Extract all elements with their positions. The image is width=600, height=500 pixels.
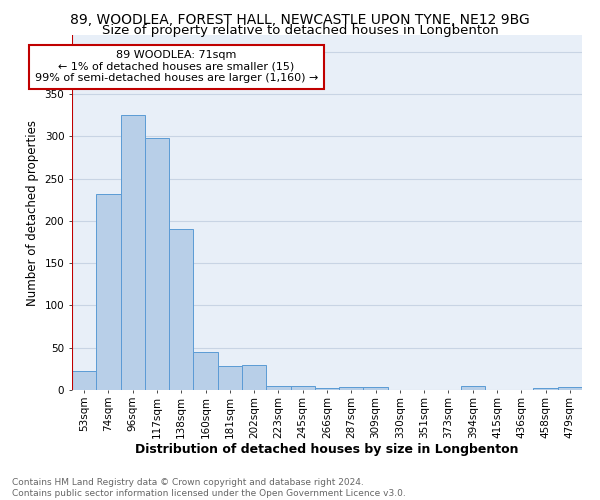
Bar	[315, 388, 339, 390]
X-axis label: Distribution of detached houses by size in Longbenton: Distribution of detached houses by size …	[135, 443, 519, 456]
Text: 89, WOODLEA, FOREST HALL, NEWCASTLE UPON TYNE, NE12 9BG: 89, WOODLEA, FOREST HALL, NEWCASTLE UPON…	[70, 12, 530, 26]
Bar	[72, 370, 96, 390]
Bar	[121, 116, 145, 390]
Bar	[266, 386, 290, 390]
Bar	[339, 388, 364, 390]
Bar	[558, 388, 582, 390]
Bar	[533, 388, 558, 390]
Bar	[218, 366, 242, 390]
Bar	[290, 386, 315, 390]
Bar	[364, 386, 388, 390]
Bar	[193, 352, 218, 390]
Text: 89 WOODLEA: 71sqm
← 1% of detached houses are smaller (15)
99% of semi-detached : 89 WOODLEA: 71sqm ← 1% of detached house…	[35, 50, 318, 84]
Text: Size of property relative to detached houses in Longbenton: Size of property relative to detached ho…	[101, 24, 499, 37]
Y-axis label: Number of detached properties: Number of detached properties	[26, 120, 39, 306]
Bar	[242, 366, 266, 390]
Bar	[145, 138, 169, 390]
Bar	[461, 386, 485, 390]
Text: Contains HM Land Registry data © Crown copyright and database right 2024.
Contai: Contains HM Land Registry data © Crown c…	[12, 478, 406, 498]
Bar	[96, 194, 121, 390]
Bar	[169, 230, 193, 390]
